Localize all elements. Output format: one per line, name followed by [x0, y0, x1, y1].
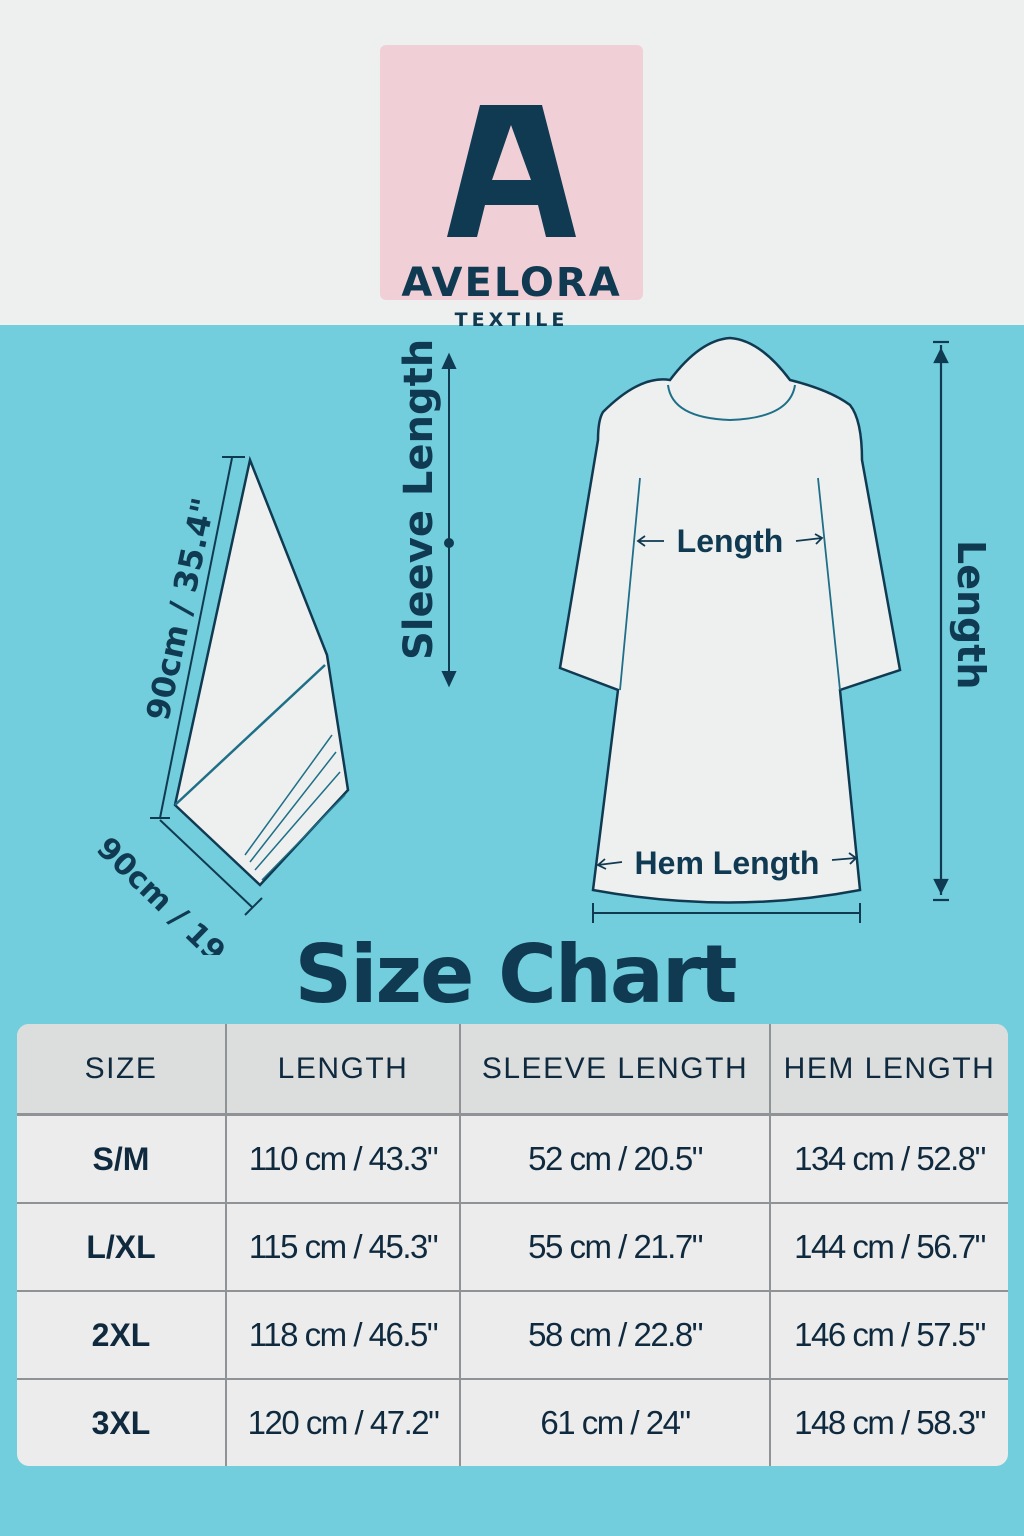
total-length-dimension — [933, 340, 949, 902]
hem-arrows — [596, 852, 858, 870]
chest-arrows — [636, 533, 824, 547]
sleeve-length-cell: 52 cm / 20.5" — [459, 1113, 771, 1204]
column-header: SIZE — [17, 1024, 227, 1116]
garment-diagram: 90cm / 35.4" 90cm / 19.7" Sleeve Length … — [89, 336, 993, 955]
brand-logo: AVELORA TEXTILE — [380, 45, 643, 331]
sleeve-length-label: Sleeve Length — [396, 339, 442, 660]
page-title: Size Chart — [294, 928, 737, 1021]
length-cell: 120 cm / 47.2" — [225, 1378, 461, 1466]
column-header: SLEEVE LENGTH — [459, 1024, 771, 1116]
table-header-row: SIZE LENGTH SLEEVE LENGTH HEM LENGTH — [17, 1024, 1008, 1116]
size-table: SIZE LENGTH SLEEVE LENGTH HEM LENGTH S/M… — [17, 1024, 1008, 1466]
table-row: L/XL 115 cm / 45.3" 55 cm / 21.7" 144 cm… — [17, 1202, 1008, 1292]
size-cell: 3XL — [17, 1378, 227, 1466]
hem-length-label: Hem Length — [635, 845, 820, 881]
column-header: LENGTH — [225, 1024, 461, 1116]
robe-illustration — [558, 336, 902, 904]
sleeve-length-cell: 61 cm / 24" — [459, 1378, 771, 1466]
length-cell: 115 cm / 45.3" — [225, 1202, 461, 1292]
brand-name: AVELORA — [401, 260, 622, 306]
header-band: AVELORA TEXTILE — [0, 0, 1024, 331]
table-row: S/M 110 cm / 43.3" 52 cm / 20.5" 134 cm … — [17, 1113, 1008, 1204]
hem-length-cell: 146 cm / 57.5" — [769, 1290, 1008, 1380]
size-cell: 2XL — [17, 1290, 227, 1380]
length-cell: 118 cm / 46.5" — [225, 1290, 461, 1380]
total-length-label: Length — [949, 540, 993, 689]
hem-length-cell: 148 cm / 58.3" — [769, 1378, 1008, 1466]
towel-illustration — [173, 455, 350, 887]
size-cell: S/M — [17, 1113, 227, 1204]
brand-subtitle: TEXTILE — [454, 309, 569, 331]
hem-length-cell: 144 cm / 56.7" — [769, 1202, 1008, 1292]
table-row: 3XL 120 cm / 47.2" 61 cm / 24" 148 cm / … — [17, 1378, 1008, 1466]
hem-length-cell: 134 cm / 52.8" — [769, 1113, 1008, 1204]
sleeve-length-cell: 55 cm / 21.7" — [459, 1202, 771, 1292]
hem-dimension — [592, 903, 861, 923]
size-cell: L/XL — [17, 1202, 227, 1292]
length-cell: 110 cm / 43.3" — [225, 1113, 461, 1204]
towel-height-dimension — [150, 456, 263, 916]
chest-length-label: Length — [677, 523, 784, 559]
column-header: HEM LENGTH — [769, 1024, 1008, 1116]
sleeve-length-dimension — [441, 352, 457, 688]
logo-monogram-a — [447, 105, 576, 237]
table-row: 2XL 118 cm / 46.5" 58 cm / 22.8" 146 cm … — [17, 1290, 1008, 1380]
sleeve-length-cell: 58 cm / 22.8" — [459, 1290, 771, 1380]
